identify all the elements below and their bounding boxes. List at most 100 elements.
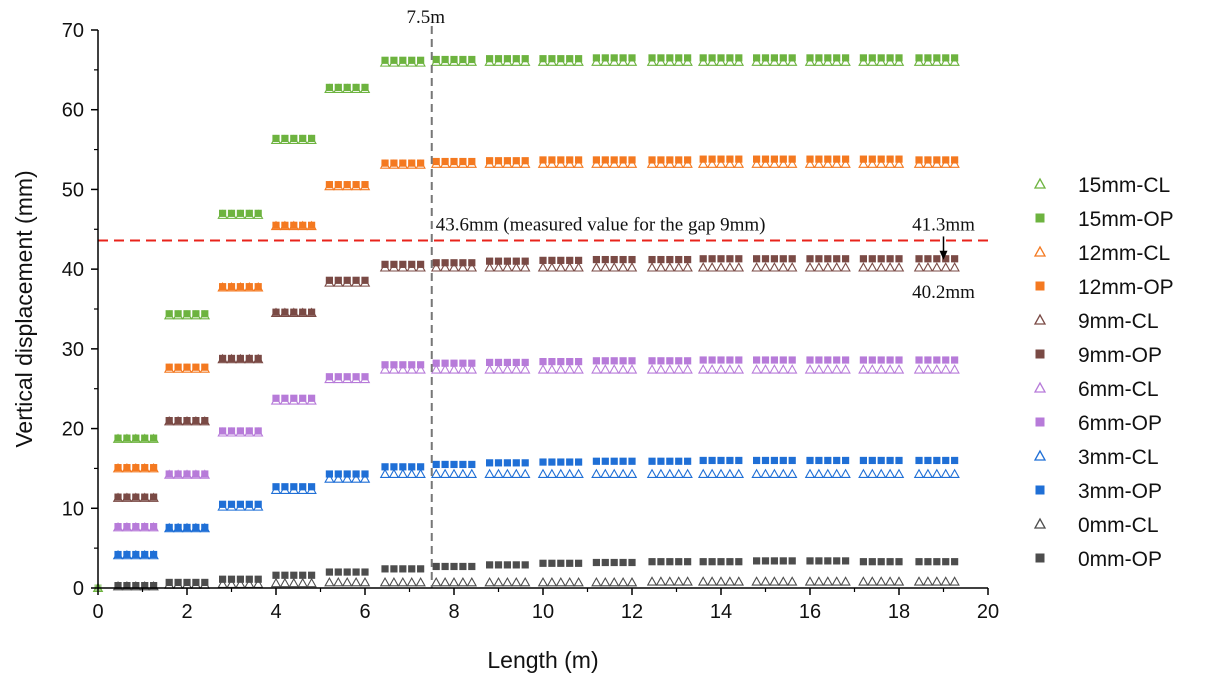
data-point-0mm-OP (708, 558, 716, 566)
data-point-0mm-OP (566, 559, 574, 567)
data-point-6mm-OP (868, 356, 876, 364)
data-point-0mm-OP (254, 575, 262, 583)
data-point-9mm-OP (859, 255, 867, 263)
data-point-12mm-CL (751, 158, 762, 168)
data-point-3mm-CL (682, 468, 693, 478)
data-point-9mm-OP (648, 255, 656, 264)
data-point-15mm-OP (441, 55, 449, 64)
data-point-15mm-OP (708, 54, 716, 62)
data-point-15mm-OP (254, 209, 262, 217)
data-point-6mm-CL (573, 364, 584, 374)
data-point-12mm-OP (219, 283, 227, 291)
data-point-3mm-CL (724, 468, 736, 478)
data-point-3mm-OP (381, 463, 389, 471)
data-point-3mm-OP (174, 523, 182, 532)
data-point-6mm-OP (753, 356, 761, 364)
data-point-15mm-OP (219, 209, 227, 217)
data-point-3mm-CL (359, 473, 371, 483)
data-point-3mm-OP (290, 483, 298, 491)
data-point-3mm-OP (675, 457, 683, 465)
data-point-0mm-OP (132, 582, 140, 590)
data-point-12mm-OP (494, 157, 503, 165)
data-point-9mm-OP (390, 260, 398, 268)
data-point-0mm-CL (617, 576, 629, 587)
legend-label-0mm-CL: 0mm-CL (1078, 514, 1159, 537)
data-point-9mm-OP (566, 256, 574, 264)
data-point-0mm-OP (942, 558, 950, 566)
data-point-12mm-OP (788, 155, 796, 163)
data-point-6mm-OP (512, 358, 520, 367)
data-point-9mm-CL (804, 262, 816, 272)
legend-label-6mm-OP: 6mm-OP (1078, 412, 1162, 435)
data-point-3mm-OP (942, 456, 950, 465)
data-point-12mm-OP (174, 363, 182, 371)
data-point-6mm-CL (949, 364, 960, 374)
data-point-15mm-OP (352, 83, 360, 91)
data-point-12mm-CL (804, 158, 816, 168)
data-point-9mm-OP (726, 255, 734, 263)
data-point-0mm-OP (859, 558, 867, 566)
data-point-9mm-CL (884, 262, 896, 272)
data-point-9mm-OP (708, 255, 716, 263)
data-point-12mm-OP (806, 155, 814, 163)
data-point-9mm-OP (334, 276, 342, 284)
data-point-0mm-OP (441, 562, 449, 571)
data-point-9mm-CL (537, 262, 549, 272)
y-tick-label: 10 (62, 498, 84, 520)
data-point-3mm-OP (708, 456, 716, 465)
annotation-40-2mm: 40.2mm (912, 282, 975, 303)
data-point-0mm-CL (706, 576, 718, 586)
data-point-9mm-CL (778, 262, 789, 272)
data-point-3mm-OP (842, 456, 850, 465)
data-point-9mm-CL (600, 262, 611, 272)
data-point-15mm-OP (557, 55, 565, 63)
data-point-3mm-CL (922, 468, 934, 478)
data-point-3mm-CL (430, 468, 442, 478)
data-point-15mm-OP (432, 55, 440, 64)
data-point-3mm-CL (537, 468, 549, 478)
data-point-3mm-OP (361, 470, 369, 478)
data-point-9mm-CL (875, 262, 887, 272)
data-point-0mm-CL (822, 576, 834, 586)
data-point-15mm-OP (150, 434, 158, 442)
data-point-0mm-OP (299, 571, 307, 579)
data-point-0mm-OP (325, 568, 333, 576)
data-point-3mm-OP (717, 456, 725, 465)
data-point-15mm-OP (933, 54, 941, 62)
legend-label-3mm-CL: 3mm-CL (1078, 446, 1159, 469)
data-point-6mm-CL (646, 364, 658, 374)
data-point-9mm-OP (924, 255, 932, 263)
data-point-9mm-OP (408, 260, 416, 268)
data-point-6mm-OP (815, 356, 823, 364)
data-point-9mm-OP (699, 255, 707, 263)
data-point-15mm-OP (343, 83, 351, 91)
data-point-9mm-CL (949, 262, 960, 272)
data-point-9mm-CL (448, 262, 460, 272)
data-point-15mm-OP (726, 54, 734, 62)
data-point-9mm-CL (591, 262, 602, 272)
data-point-0mm-OP (735, 558, 743, 566)
data-point-9mm-CL (724, 262, 736, 272)
data-point-6mm-CL (813, 364, 825, 374)
data-point-9mm-OP (219, 354, 227, 363)
data-point-9mm-OP (132, 493, 140, 501)
data-point-12mm-OP (666, 156, 674, 164)
data-point-0mm-CL (502, 576, 513, 587)
data-point-0mm-OP (666, 558, 674, 566)
data-point-0mm-CL (406, 576, 417, 587)
data-point-3mm-CL (617, 468, 629, 478)
data-point-3mm-CL (564, 468, 575, 478)
data-point-0mm-CL (430, 576, 442, 587)
data-point-15mm-OP (381, 56, 389, 64)
data-point-12mm-OP (290, 221, 298, 229)
data-point-0mm-OP (352, 568, 360, 576)
data-point-6mm-OP (201, 470, 209, 478)
data-point-6mm-OP (361, 373, 369, 381)
data-point-9mm-CL (931, 262, 943, 272)
data-point-0mm-CL (760, 576, 771, 586)
data-point-0mm-OP (699, 558, 707, 566)
data-point-12mm-OP (619, 156, 627, 164)
data-marks (92, 54, 960, 593)
data-point-12mm-OP (201, 363, 209, 371)
data-point-3mm-OP (592, 457, 600, 465)
